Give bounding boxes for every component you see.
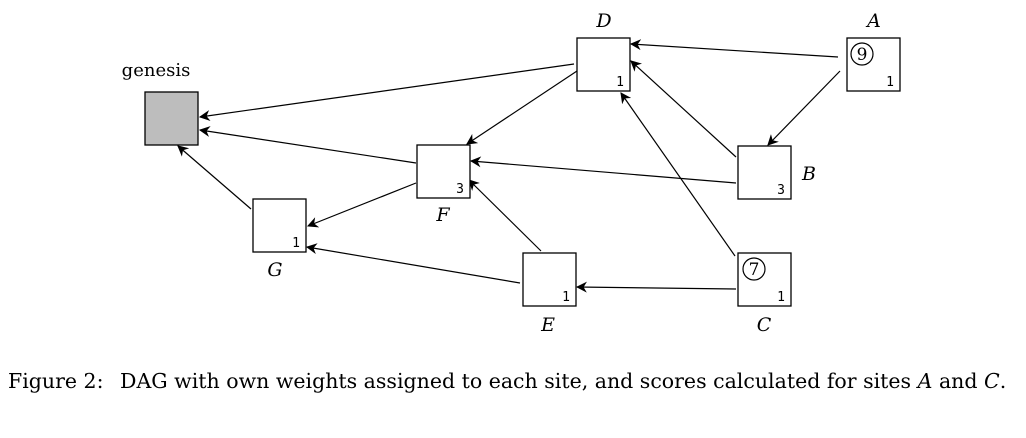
node-g-label: G: [267, 259, 282, 281]
node-b-label: B: [801, 163, 816, 185]
node-c-score: 7: [749, 260, 760, 280]
figure-caption: Figure 2: DAG with own weights assigned …: [8, 366, 1018, 397]
edge-a-to-b: [768, 71, 840, 145]
edge-e-to-f: [469, 180, 541, 251]
node-b-weight: 3: [777, 183, 785, 198]
edge-g-to-genesis: [178, 146, 251, 209]
node-g-weight: 1: [292, 236, 300, 251]
edge-b-to-d: [631, 61, 736, 157]
node-e-weight: 1: [562, 290, 570, 305]
node-f: 3 F: [417, 145, 470, 226]
edge-d-to-f: [467, 71, 577, 144]
node-d-label: D: [595, 10, 611, 32]
dag-figure: genesis 1 D 9 1 A 3 F 3 B 1 G 1 E: [0, 0, 1026, 350]
genesis-label: genesis: [122, 60, 191, 81]
caption-var-c: C: [984, 369, 1000, 393]
caption-prefix: Figure 2:: [8, 369, 104, 393]
node-d: 1 D: [577, 10, 630, 91]
edge-b-to-f: [471, 161, 736, 183]
node-c: 7 1 C: [738, 253, 791, 336]
node-b: 3 B: [738, 146, 816, 199]
node-c-weight: 1: [777, 290, 785, 305]
edge-f-to-genesis: [200, 130, 416, 163]
genesis-node: genesis: [122, 60, 198, 145]
node-a: 9 1 A: [847, 10, 900, 91]
node-c-label: C: [757, 314, 772, 336]
edge-a-to-d: [631, 44, 838, 57]
caption-var-a: A: [918, 369, 933, 393]
edge-f-to-g: [308, 183, 416, 226]
caption-period: .: [1000, 369, 1007, 393]
node-f-label: F: [435, 204, 450, 226]
node-a-weight: 1: [886, 75, 894, 90]
node-e-label: E: [540, 314, 555, 336]
edge-c-to-e: [577, 287, 736, 289]
node-g: 1 G: [253, 199, 306, 281]
edge-e-to-g: [307, 247, 520, 283]
node-a-score: 9: [857, 45, 868, 65]
node-a-label: A: [865, 10, 881, 32]
edge-d-to-genesis: [200, 64, 574, 117]
caption-and: and: [939, 369, 978, 393]
node-d-weight: 1: [616, 75, 624, 90]
node-f-weight: 3: [456, 182, 464, 197]
node-e: 1 E: [523, 253, 576, 336]
caption-text: DAG with own weights assigned to each si…: [120, 369, 911, 393]
genesis-block: [145, 92, 198, 145]
